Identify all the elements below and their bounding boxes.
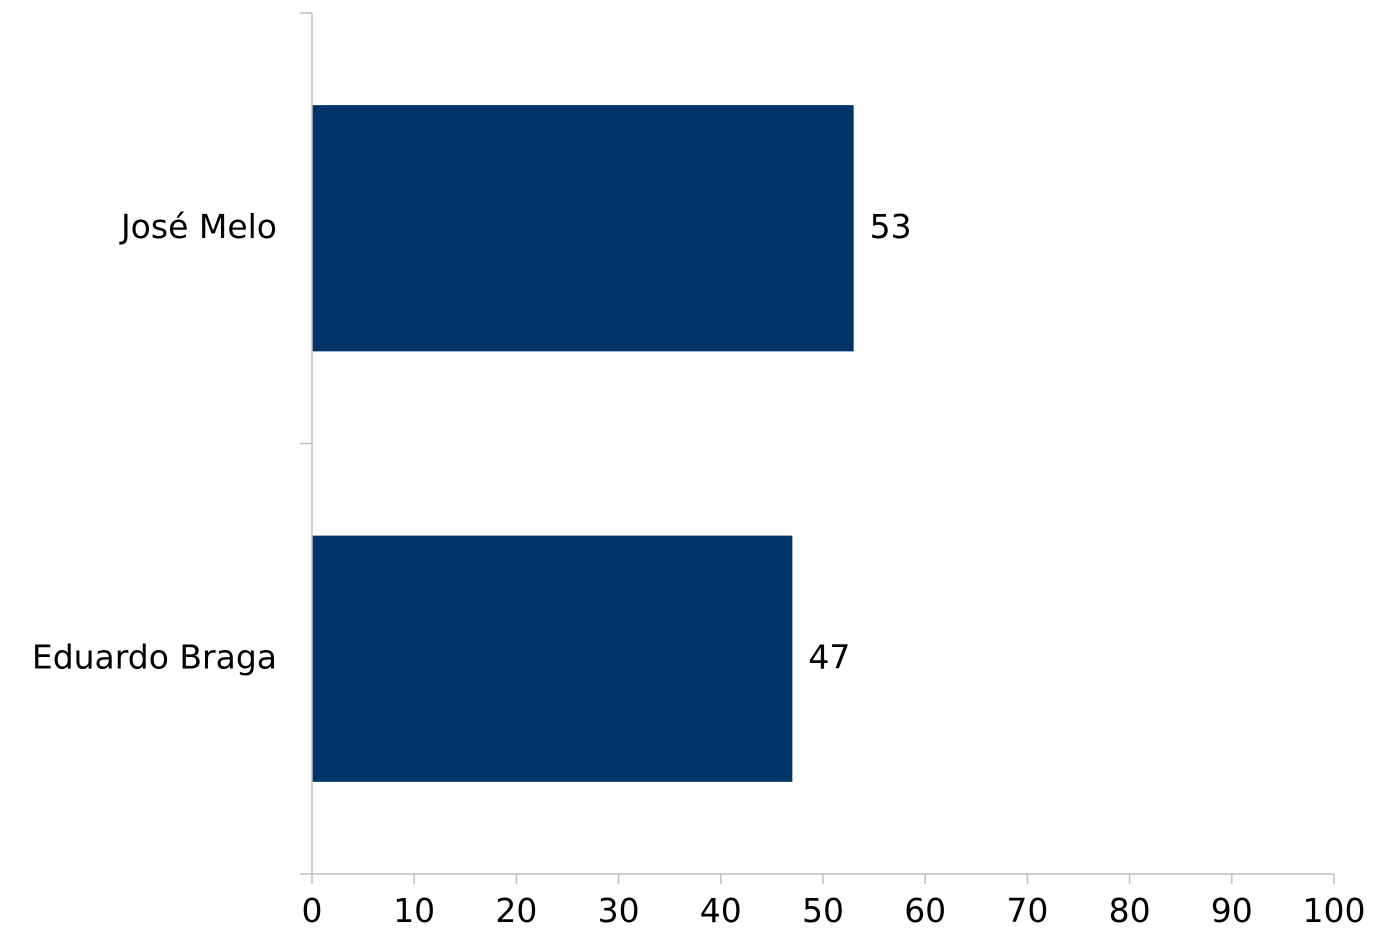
x-tick-label: 100 (1303, 891, 1366, 930)
bar-eduardo-braga (312, 535, 793, 782)
x-tick-label: 0 (302, 891, 323, 930)
x-tick-label: 60 (904, 891, 946, 930)
x-tick-label: 80 (1109, 891, 1151, 930)
category-labels-group: José Melo Eduardo Braga (32, 207, 277, 677)
x-tick-label: 70 (1006, 891, 1048, 930)
category-label: José Melo (119, 207, 277, 246)
x-tick-label: 50 (802, 891, 844, 930)
category-label: Eduardo Braga (32, 637, 277, 676)
bars-group (312, 105, 854, 782)
data-label: 53 (870, 207, 912, 246)
bar-jos-melo (312, 105, 854, 352)
x-tick-label: 20 (495, 891, 537, 930)
x-tick-label: 40 (700, 891, 742, 930)
x-tick-label: 10 (393, 891, 435, 930)
x-ticks-group: 0 10 20 30 40 50 60 70 80 90 100 (302, 874, 1366, 930)
data-label: 47 (808, 637, 850, 676)
x-tick-label: 90 (1211, 891, 1253, 930)
data-labels-group: 53 47 (808, 207, 911, 677)
x-tick-label: 30 (598, 891, 640, 930)
